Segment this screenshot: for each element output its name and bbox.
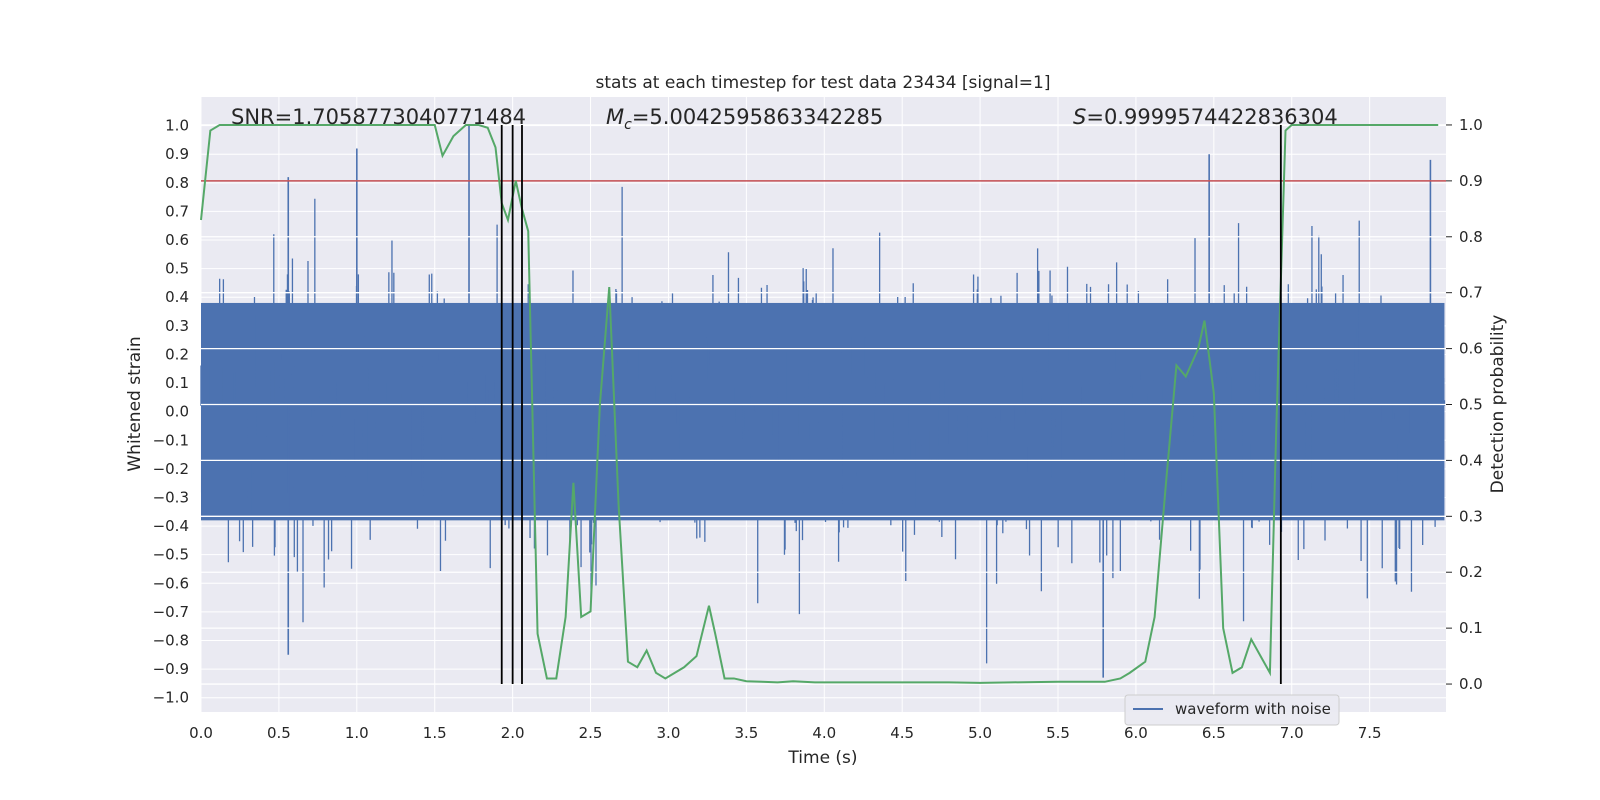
x-tick-label: 6.5 (1202, 724, 1226, 742)
chirp-mass-value: =5.0042595863342285 (632, 105, 883, 129)
legend: waveform with noise (1124, 694, 1340, 726)
y2-tick-label: 0.4 (1459, 451, 1483, 469)
y-tick-label: −1.0 (153, 689, 189, 707)
score-symbol: S (1073, 105, 1086, 129)
score-value: =0.9999574422836304 (1086, 105, 1337, 129)
y-tick-label: −0.3 (153, 488, 189, 506)
x-tick-label: 2.5 (579, 724, 603, 742)
y-tick-label: −0.9 (153, 660, 189, 678)
x-tick-label: 0.5 (267, 724, 291, 742)
x-tick-label: 4.5 (890, 724, 914, 742)
y-tick-label: 0.8 (165, 174, 189, 192)
chirp-mass-annotation: Mc=5.0042595863342285 (606, 105, 883, 133)
y-tick-label: −0.7 (153, 603, 189, 621)
waveform-series (200, 125, 1446, 678)
right-y-axis-ticks: 1.0 0.9 0.8 0.7 0.6 0.5 0.4 0.3 0.2 0.1 0.0 (1446, 116, 1483, 693)
y2-tick-label: 0.5 (1459, 396, 1483, 414)
y2-tick-label: 0.0 (1459, 675, 1483, 693)
x-tick-label: 5.5 (1046, 724, 1070, 742)
y-tick-label: 0.4 (165, 288, 189, 306)
x-tick-label: 1.5 (423, 724, 447, 742)
x-tick-label: 5.0 (968, 724, 992, 742)
y-tick-label: 0.5 (165, 260, 189, 278)
x-axis-ticks: 0.0 0.5 1.0 1.5 2.0 2.5 3.0 3.5 4.0 4.5 5.0 5.5 6.0 6… (189, 724, 1382, 742)
y-tick-label: −0.8 (153, 631, 189, 649)
y-tick-label: 0.2 (165, 345, 189, 363)
y-axis-label: Whitened strain (125, 336, 145, 471)
x-tick-label: 2.0 (501, 724, 525, 742)
y2-tick-label: 0.9 (1459, 172, 1483, 190)
y-tick-label: −0.6 (153, 574, 189, 592)
y-tick-label: −0.2 (153, 460, 189, 478)
score-annotation: S=0.9999574422836304 (1073, 105, 1338, 129)
y-tick-label: −0.5 (153, 546, 189, 564)
y2-tick-label: 0.6 (1459, 340, 1483, 358)
y-tick-label: 0.7 (165, 202, 189, 220)
right-axis-grid-lines (201, 124, 1446, 685)
x-tick-label: 1.0 (345, 724, 369, 742)
chart-title: stats at each timestep for test data 234… (596, 73, 1051, 93)
y-tick-label: −0.1 (153, 431, 189, 449)
y-tick-label: 0.3 (165, 317, 189, 335)
legend-label: waveform with noise (1175, 700, 1331, 718)
chirp-mass-subscript: c (624, 117, 632, 133)
x-tick-label: 4.0 (812, 724, 836, 742)
y-tick-label: −0.4 (153, 517, 189, 535)
left-y-axis-ticks: 1.0 0.9 0.8 0.7 0.6 0.5 0.4 0.3 0.2 0.1 0.0 −0.1 −0.… (153, 117, 189, 707)
y2-tick-label: 1.0 (1459, 116, 1483, 134)
waveform-noise (200, 186, 1446, 664)
vertical-markers (500, 124, 1282, 685)
x-tick-label: 7.0 (1280, 724, 1304, 742)
x-axis-label: Time (s) (787, 748, 857, 768)
x-tick-label: 6.0 (1124, 724, 1148, 742)
legend-box (1124, 694, 1340, 726)
y-tick-label: 0.0 (165, 403, 189, 421)
y-tick-label: 0.6 (165, 231, 189, 249)
x-tick-label: 0.0 (189, 724, 213, 742)
y2-axis-label: Detection probability (1488, 315, 1508, 494)
y2-tick-label: 0.2 (1459, 563, 1483, 581)
x-tick-label: 3.0 (657, 724, 681, 742)
y2-tick-label: 0.8 (1459, 228, 1483, 246)
snr-annotation: SNR=1.7058773040771484 (231, 105, 526, 129)
y2-tick-label: 0.7 (1459, 284, 1483, 302)
detection-probability-line (200, 123, 1439, 684)
y-tick-label: 1.0 (165, 117, 189, 135)
y-tick-label: 0.9 (165, 145, 189, 163)
x-tick-label: 3.5 (734, 724, 758, 742)
y2-tick-label: 0.1 (1459, 619, 1483, 637)
y-tick-label: 0.1 (165, 374, 189, 392)
y2-tick-label: 0.3 (1459, 507, 1483, 525)
x-tick-label: 7.5 (1358, 724, 1382, 742)
chirp-mass-symbol: M (606, 105, 624, 129)
